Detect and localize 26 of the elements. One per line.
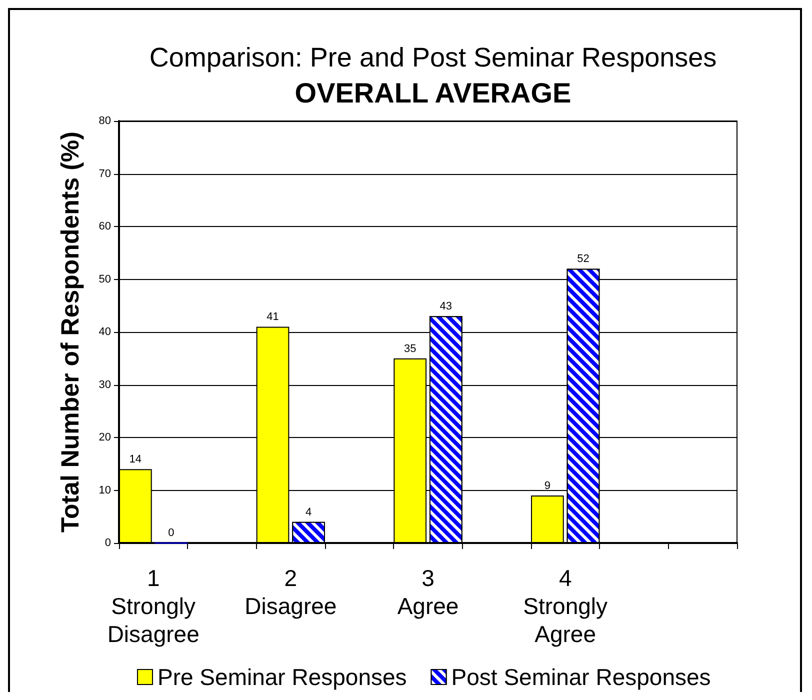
y-tick-label: 20 — [98, 432, 111, 444]
y-tick-label: 70 — [98, 168, 111, 180]
data-label: 14 — [129, 454, 142, 466]
data-label: 52 — [577, 253, 590, 266]
y-tick-label: 30 — [98, 378, 111, 391]
y-tick-label: 50 — [98, 273, 111, 286]
y-tick-label: 40 — [98, 326, 111, 338]
x-tick-label: 3 Agree — [397, 565, 459, 619]
data-label: 43 — [440, 300, 452, 313]
x-tick-label: 1 Strongly Disagree — [107, 565, 200, 647]
y-tick-label: 80 — [98, 115, 111, 127]
data-label: 4 — [306, 506, 312, 518]
y-tick-label: 10 — [98, 484, 111, 496]
data-label: 0 — [168, 527, 174, 539]
x-tick-label: 4 Strongly Agree — [523, 565, 608, 647]
chart-subtitle: OVERALL AVERAGE — [294, 78, 572, 108]
data-label: 9 — [544, 480, 550, 492]
legend-label: Post Seminar Responses — [451, 664, 711, 690]
y-axis-title: Total Number of Respondents (%) — [56, 132, 84, 532]
x-tick-label: 2 Disagree — [244, 565, 337, 619]
data-label: 35 — [404, 342, 416, 355]
y-tick-label: 60 — [98, 220, 111, 232]
y-tick-label: 0 — [104, 537, 111, 549]
legend-label: Pre Seminar Responses — [158, 664, 407, 690]
chart-title: Comparison: Pre and Post Seminar Responses — [149, 42, 717, 72]
data-label: 41 — [266, 311, 279, 324]
